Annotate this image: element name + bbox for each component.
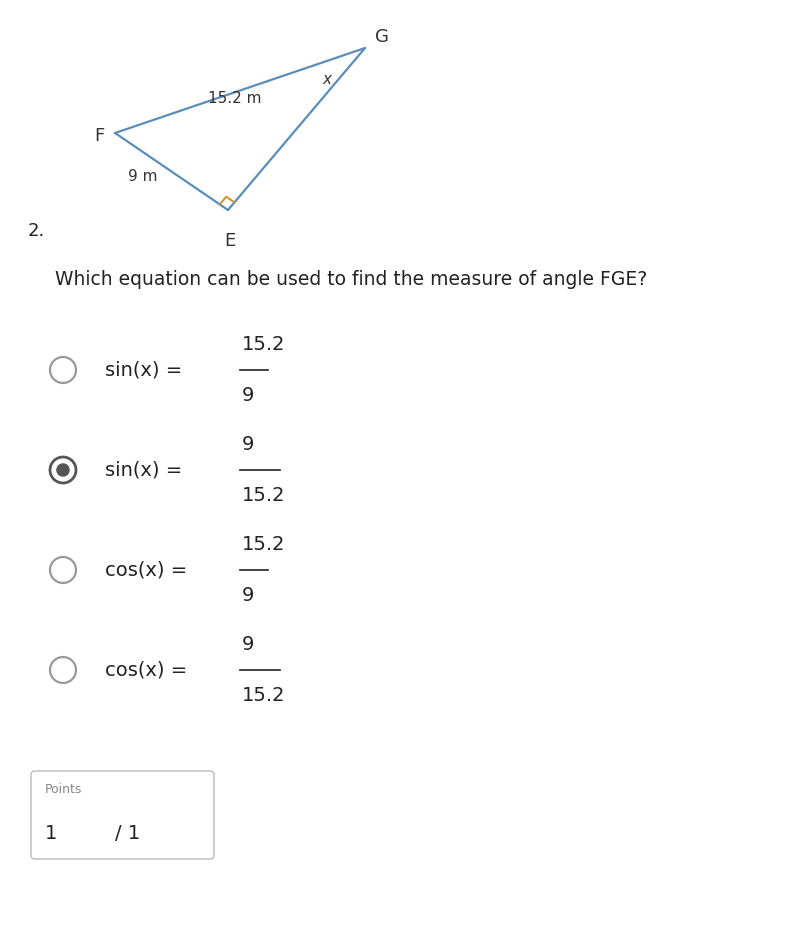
Text: 9: 9 [242, 586, 254, 605]
Text: Points: Points [45, 783, 82, 796]
Text: cos(x) =: cos(x) = [105, 661, 194, 679]
Text: 2.: 2. [28, 222, 46, 240]
Text: F: F [94, 127, 105, 145]
Circle shape [56, 463, 70, 477]
Text: 1: 1 [45, 824, 58, 843]
Text: 9: 9 [242, 435, 254, 454]
Text: / 1: / 1 [115, 824, 140, 843]
Text: 9: 9 [242, 386, 254, 405]
Text: 15.2: 15.2 [242, 535, 286, 554]
Text: 15.2: 15.2 [242, 486, 286, 505]
Text: cos(x) =: cos(x) = [105, 560, 194, 580]
Text: sin(x) =: sin(x) = [105, 361, 189, 379]
Text: E: E [224, 232, 236, 250]
Text: x: x [322, 73, 331, 88]
Text: 15.2: 15.2 [242, 686, 286, 705]
Text: 15.2 m: 15.2 m [209, 90, 262, 105]
Text: G: G [375, 28, 389, 46]
FancyBboxPatch shape [31, 771, 214, 859]
Text: Which equation can be used to find the measure of angle FGE?: Which equation can be used to find the m… [55, 270, 647, 289]
Text: sin(x) =: sin(x) = [105, 460, 189, 479]
Text: 9: 9 [242, 635, 254, 654]
Text: 9 m: 9 m [128, 169, 158, 184]
Text: 15.2: 15.2 [242, 335, 286, 354]
